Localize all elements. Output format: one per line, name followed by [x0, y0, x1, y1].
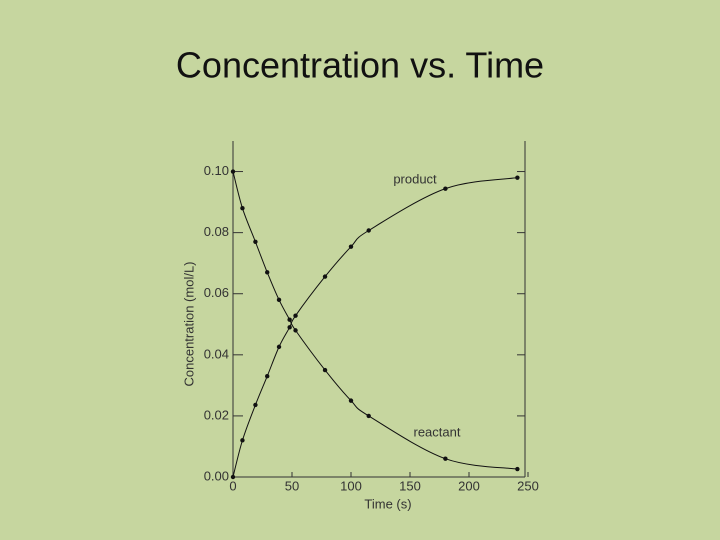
slide-title: Concentration vs. Time [176, 45, 544, 86]
data-point [230, 169, 236, 174]
data-point [276, 297, 282, 303]
data-point [322, 274, 328, 279]
data-point [265, 270, 270, 275]
x-tick-label: 150 [399, 478, 421, 493]
x-tick-label: 0 [229, 478, 236, 493]
data-point [515, 466, 520, 472]
data-point [253, 239, 258, 244]
data-point [287, 325, 292, 330]
y-tick-label: 0.00 [204, 468, 229, 483]
y-tick-label: 0.08 [204, 224, 229, 239]
data-point [265, 374, 270, 379]
data-point [240, 206, 245, 211]
y-axis-label: Concentration (mol/L) [181, 262, 196, 387]
data-point [366, 228, 371, 233]
data-point [443, 186, 448, 191]
data-point [230, 474, 236, 480]
x-tick-label: 250 [517, 478, 539, 493]
data-point [366, 413, 371, 419]
x-tick-label: 200 [458, 478, 480, 493]
data-point [348, 244, 354, 249]
data-point [253, 402, 258, 408]
data-point [293, 313, 298, 318]
data-point [515, 175, 520, 180]
x-tick-label: 50 [285, 478, 299, 493]
data-point [443, 456, 448, 461]
data-point [276, 344, 282, 350]
y-tick-label: 0.10 [204, 163, 229, 178]
data-point [293, 328, 298, 333]
data-point [287, 317, 292, 322]
y-tick-label: 0.04 [204, 346, 229, 361]
data-point [322, 367, 328, 373]
x-tick-label: 100 [340, 478, 362, 493]
data-point [348, 398, 354, 403]
series-label: product [393, 171, 437, 186]
x-axis-label: Time (s) [364, 496, 411, 511]
y-tick-label: 0.02 [204, 407, 229, 422]
y-tick-label: 0.06 [204, 285, 229, 300]
series-label: reactant [414, 424, 461, 439]
data-point [240, 438, 245, 443]
